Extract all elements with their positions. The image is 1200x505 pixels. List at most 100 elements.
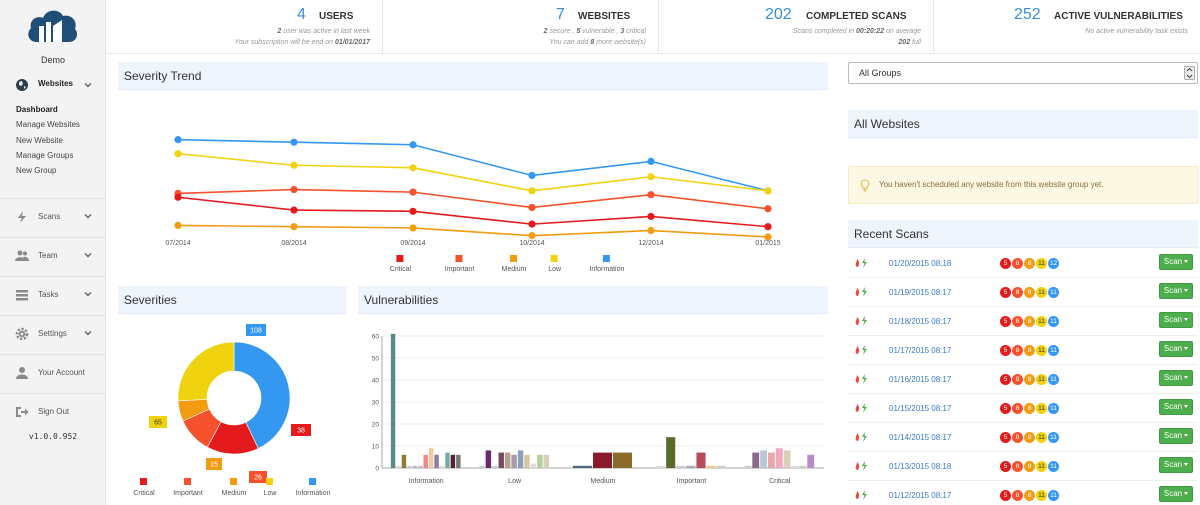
donut-legend-label: Critical [133,490,155,497]
trend-point-low [290,161,298,169]
scan-date-link[interactable]: 01/17/2015 08:17 [889,346,952,355]
nav-scans-label: Scans [38,212,61,221]
scan-button[interactable]: Scan [1159,341,1193,357]
scan-date-link[interactable]: 01/20/2015 08:18 [889,259,952,268]
trend-point-important [764,205,772,213]
bar-critical [744,465,752,468]
submenu-manage-websites[interactable]: Manage Websites [16,120,80,130]
scan-button[interactable]: Scan [1159,486,1193,502]
severity-badge: 8 [1024,345,1035,356]
scan-type-icon [855,258,867,268]
trend-legend-label: Critical [390,266,412,273]
donut-legend-swatch [309,478,316,485]
bar-critical [752,452,760,468]
bar-x-tick: Low [508,478,522,485]
submenu-dashboard[interactable]: Dashboard [16,105,58,114]
scan-row: 01/13/2015 08:18 5 8 8 11 11 Scan [848,452,1198,481]
scan-row: 01/15/2015 08:17 5 8 8 11 11 Scan [848,394,1198,423]
scan-button[interactable]: Scan [1159,399,1193,415]
scan-date-link[interactable]: 01/13/2015 08:18 [889,462,952,471]
nav-sign-out[interactable]: Sign Out [0,393,106,431]
lightbulb-icon [860,179,870,192]
cloud-logo-icon[interactable] [25,6,79,46]
scan-date-link[interactable]: 01/18/2015 08:17 [889,317,952,326]
trend-line-information [177,138,769,192]
trend-point-important [409,188,417,196]
scan-date-link[interactable]: 01/12/2015 08:17 [889,491,952,500]
bar-information [401,454,407,468]
sidebar: Demo Websites Dashboard Manage Websites … [0,0,106,505]
trend-legend-swatch [602,255,610,262]
donut-data-label: 65 [154,420,162,427]
caret-down-icon [1184,492,1189,496]
scan-button[interactable]: Scan [1159,370,1193,386]
severity-badge: 8 [1012,258,1023,269]
bar-x-tick: Medium [591,478,616,485]
scan-row: 01/18/2015 08:17 5 8 8 11 11 Scan [848,307,1198,336]
donut-slice-information [233,341,291,449]
scan-date-link[interactable]: 01/16/2015 08:17 [889,375,952,384]
submenu-new-group[interactable]: New Group [16,166,57,176]
scan-severity-badges: 5 8 8 11 11 [1000,403,1060,414]
scan-severity-badges: 5 8 8 11 11 [1000,432,1060,443]
scan-date-link[interactable]: 01/15/2015 08:17 [889,404,952,413]
scan-button[interactable]: Scan [1159,283,1193,299]
bar-medium [613,452,632,468]
nav-your-account[interactable]: Your Account [0,354,106,392]
bar-important [686,465,696,468]
scan-severity-badges: 5 8 8 11 11 [1000,287,1060,298]
severity-badge: 11 [1036,432,1047,443]
trend-legend-label: Low [548,266,562,273]
bar-information [434,454,439,468]
donut-label-box [206,458,222,470]
scan-button[interactable]: Scan [1159,428,1193,444]
trend-legend-swatch [550,255,558,262]
trend-point-critical [174,193,182,201]
nav-team[interactable]: Team [0,237,106,275]
donut-data-label: 108 [250,328,262,335]
nav-tasks[interactable]: Tasks [0,276,106,314]
schedule-alert: You haven't scheduled any website from t… [848,166,1198,204]
scan-button-label: Scan [1163,286,1183,295]
stat-users-sub2: Your subscription will be end on 01/01/2… [234,39,370,46]
chevron-down-icon [84,292,92,297]
nav-scans[interactable]: Scans [0,198,106,236]
severity-trend-chart: 07/2014 08/2014 09/2014 10/2014 12/2014 01/20… [165,136,781,273]
trend-point-medium [290,223,298,231]
scan-button[interactable]: Scan [1159,457,1193,473]
bar-critical [760,450,768,468]
submenu-manage-groups[interactable]: Manage Groups [16,150,74,160]
bar-y-tick: 20 [372,422,380,429]
trend-point-low [174,150,182,158]
donut-legend-swatch [266,478,273,485]
group-select[interactable]: All Groups [848,62,1198,84]
trend-legend-label: Information [589,266,624,273]
scan-button[interactable]: Scan [1159,254,1193,270]
severity-badge: 11 [1048,287,1059,298]
submenu-new-website[interactable]: New Website [16,135,63,145]
trend-legend-label: Medium [502,266,527,273]
nav-settings[interactable]: Settings [0,315,106,353]
bar-information [396,465,401,468]
scan-row: 01/16/2015 08:17 5 8 8 11 11 Scan [848,365,1198,394]
scan-button-label: Scan [1163,257,1183,266]
trend-point-important [528,203,536,212]
scan-date-link[interactable]: 01/19/2015 08:17 [889,288,952,297]
vulnerabilities-header: Vulnerabilities [358,286,828,314]
severity-badge: 5 [1000,316,1011,327]
bar-low [492,465,498,468]
vulnerabilities-chart: 0 10 20 30 40 50 60 Information Low Medium Importa… [372,334,824,485]
scan-severity-badges: 5 8 8 11 11 [1000,374,1060,385]
severity-badge: 11 [1048,432,1059,443]
bar-important [676,465,686,468]
stat-users-label: USERS [319,11,354,22]
trend-x-tick: 08/2014 [281,240,306,247]
nav-websites[interactable]: Websites [0,74,106,96]
scan-button-label: Scan [1163,402,1183,411]
scan-button[interactable]: Scan [1159,312,1193,328]
trend-point-low [528,187,536,195]
severity-badge: 8 [1012,374,1023,385]
scan-date-link[interactable]: 01/14/2015 08:17 [889,433,952,442]
stat-websites-sub1: 2 secure , 5 vulnerable , 3 critical [543,28,646,35]
bar-y-tick: 0 [375,466,379,473]
